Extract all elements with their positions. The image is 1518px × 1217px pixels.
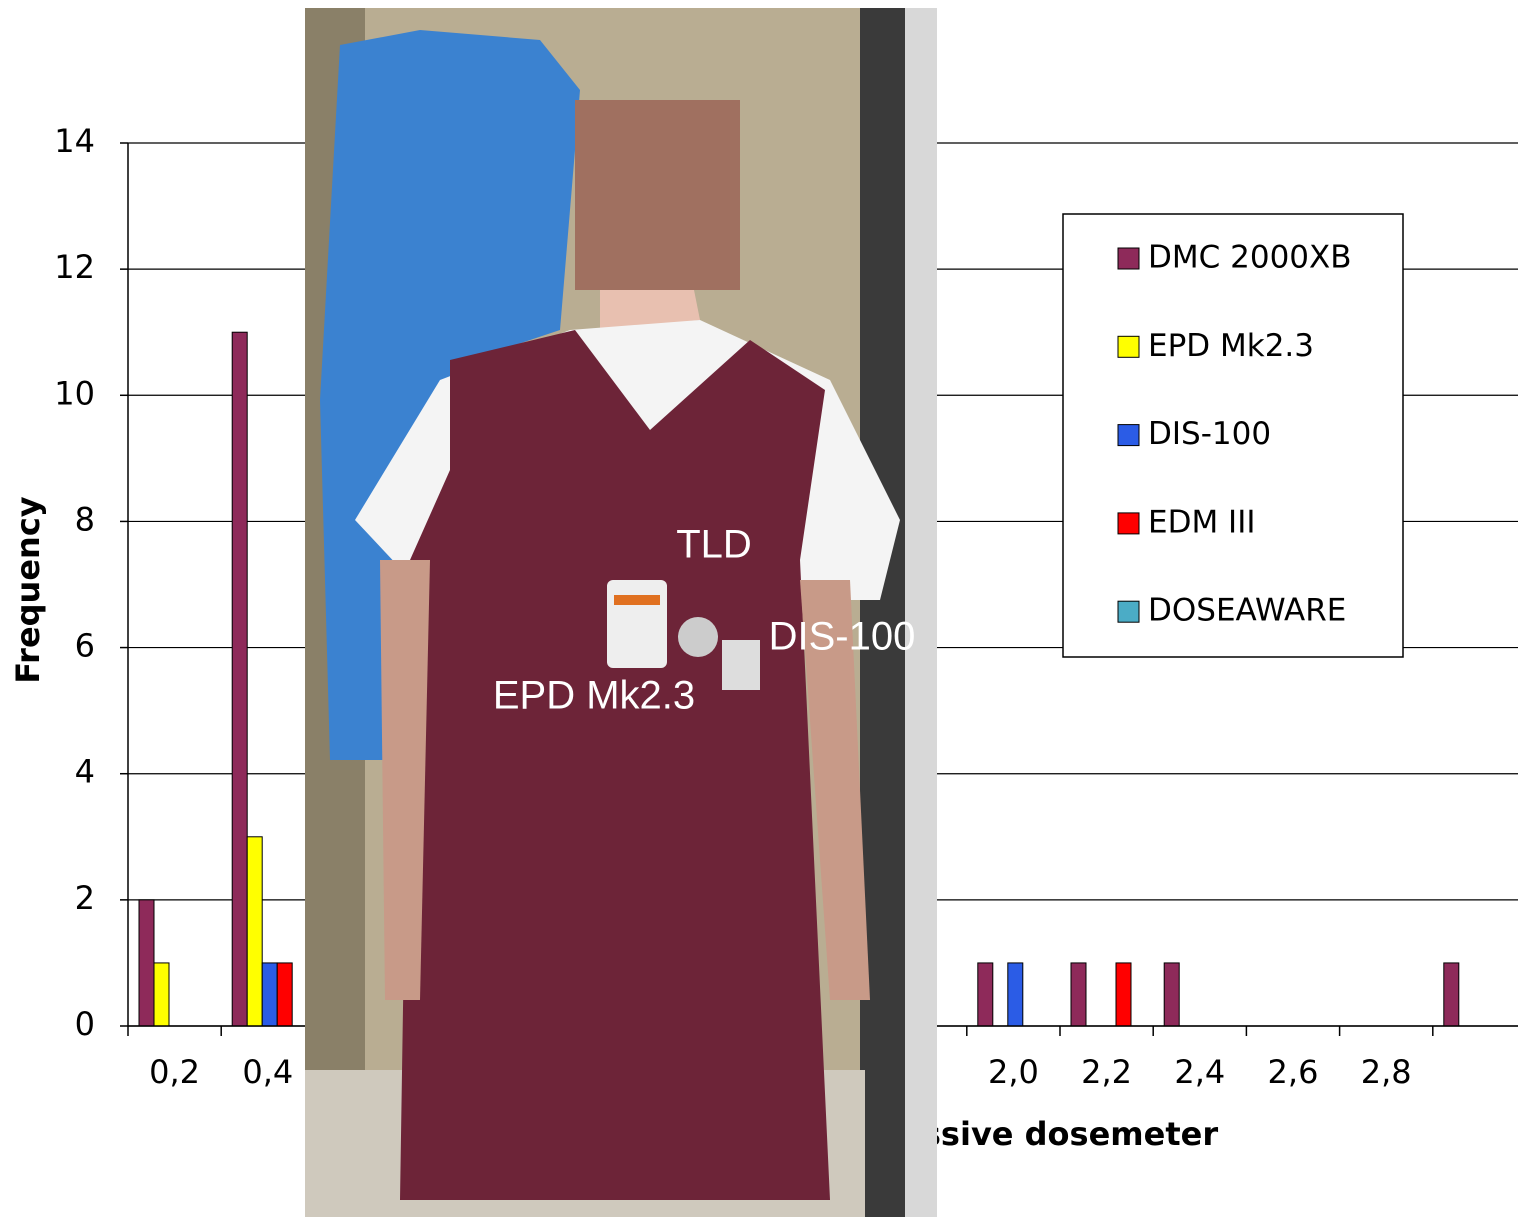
photo-annotation: EPD Mk2.3	[493, 674, 695, 718]
legend-label: EPD Mk2.3	[1148, 328, 1314, 364]
x-tick-label: 2,2	[1081, 1053, 1132, 1091]
bar	[1443, 962, 1460, 1027]
photo-annotation: DIS-100	[769, 615, 916, 659]
bar	[1163, 962, 1180, 1027]
y-tick-label: 8	[75, 500, 95, 538]
y-tick-label: 12	[54, 248, 95, 286]
legend-swatch	[1117, 247, 1140, 270]
x-tick-label: 2,4	[1174, 1053, 1225, 1091]
bar	[246, 836, 263, 1027]
legend-swatch	[1117, 335, 1140, 358]
y-tick-label: 14	[54, 122, 95, 160]
x-tick-label: 0,2	[149, 1053, 200, 1091]
x-tick-label: 0,4	[242, 1053, 293, 1091]
y-tick-label: 4	[75, 753, 95, 791]
bar	[138, 899, 155, 1027]
y-tick-label: 10	[54, 374, 95, 412]
y-axis-title: Frequency	[9, 496, 47, 683]
legend-swatch	[1117, 600, 1140, 623]
bar	[153, 962, 170, 1027]
bar	[1007, 962, 1024, 1027]
legend-label: DIS-100	[1148, 416, 1271, 452]
legend-swatch	[1117, 424, 1140, 447]
x-tick-label: 2,8	[1361, 1053, 1412, 1091]
photo-annotation: TLD	[676, 523, 752, 567]
legend-label: EDM III	[1148, 504, 1256, 540]
bar	[276, 962, 293, 1027]
bar	[1115, 962, 1132, 1027]
bar	[231, 331, 248, 1027]
x-axis-title: ssive dosemeter	[922, 1115, 1218, 1153]
x-tick-label: 2,6	[1268, 1053, 1319, 1091]
y-tick-label: 0	[75, 1005, 95, 1043]
y-tick-label: 6	[75, 627, 95, 665]
legend-label: DOSEAWARE	[1148, 593, 1346, 629]
bar	[977, 962, 994, 1027]
legend: DMC 2000XB EPD Mk2.3 DIS-100 EDM III DOSEAWA…	[1062, 213, 1404, 658]
bar	[1070, 962, 1087, 1027]
legend-swatch	[1117, 512, 1140, 535]
bar	[261, 962, 278, 1027]
legend-label: DMC 2000XB	[1148, 240, 1352, 276]
photo: TLD DIS-100 EPD Mk2.3	[305, 8, 937, 1217]
x-tick-label: 2,0	[988, 1053, 1039, 1091]
y-tick-label: 2	[75, 879, 95, 917]
